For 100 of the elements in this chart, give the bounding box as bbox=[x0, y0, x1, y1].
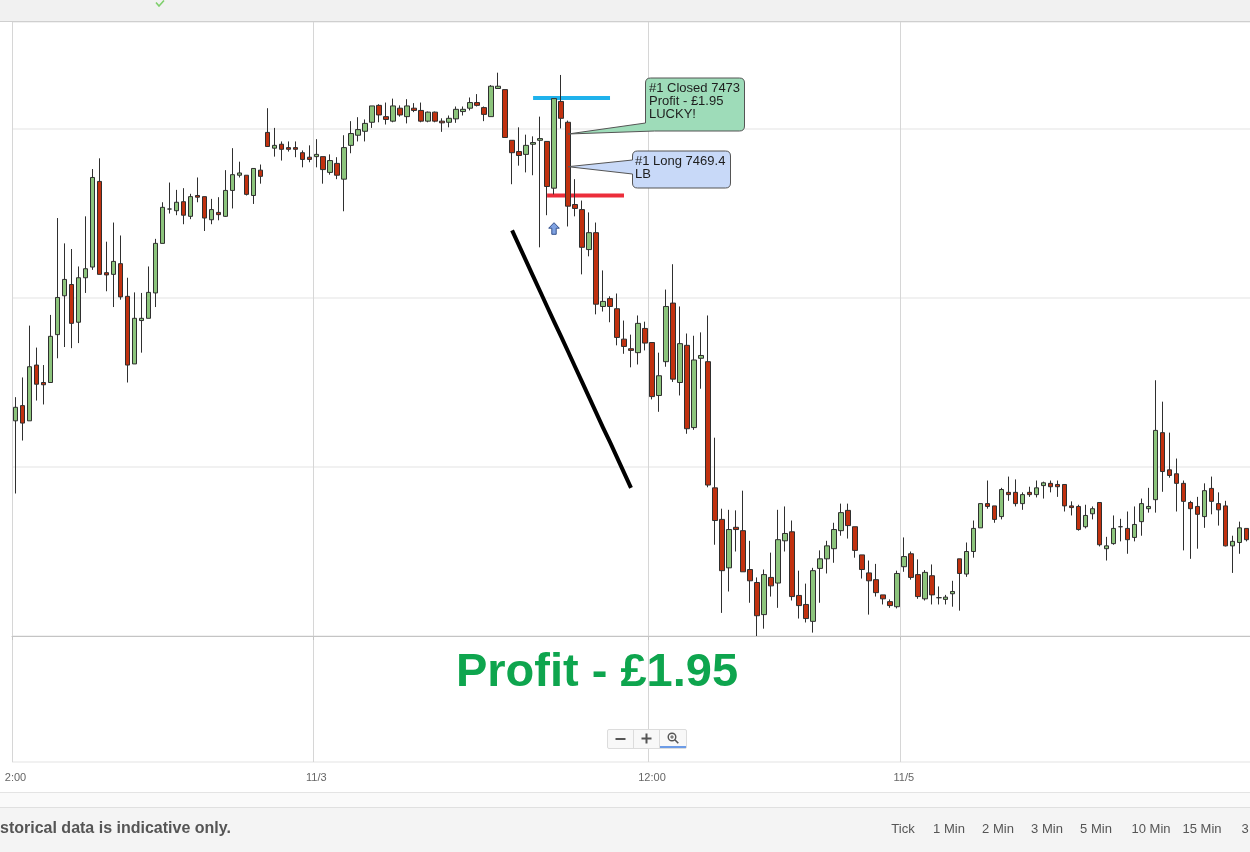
text: 2 Min bbox=[982, 821, 1014, 836]
candlestick bbox=[1244, 527, 1249, 542]
candlestick bbox=[293, 140, 298, 158]
candlestick bbox=[985, 480, 990, 510]
candlestick bbox=[971, 520, 976, 559]
text: 15 Min bbox=[1182, 821, 1222, 836]
candlestick bbox=[244, 174, 249, 196]
candlestick bbox=[90, 168, 95, 271]
candlestick bbox=[48, 314, 53, 384]
candlestick bbox=[1139, 498, 1144, 537]
candlestick bbox=[1202, 482, 1207, 529]
candlestick bbox=[1181, 480, 1186, 551]
candlestick bbox=[1041, 481, 1046, 500]
candlestick bbox=[537, 116, 543, 248]
candlestick bbox=[1118, 518, 1123, 542]
candlestick bbox=[999, 487, 1004, 520]
text: Tick bbox=[891, 821, 915, 836]
candlestick bbox=[992, 505, 997, 524]
candlestick bbox=[132, 291, 137, 365]
candlestick bbox=[13, 396, 18, 494]
candlestick bbox=[153, 238, 158, 308]
x-tick-label: 11/3 bbox=[305, 770, 327, 783]
candlestick bbox=[251, 167, 256, 205]
candlestick bbox=[698, 331, 704, 390]
candlestick bbox=[978, 503, 983, 529]
candlestick bbox=[1132, 505, 1137, 542]
candlestick bbox=[55, 217, 60, 359]
candlestick bbox=[258, 164, 263, 185]
candlestick bbox=[1083, 504, 1088, 529]
annotation: #1 Long 7469.4 LB bbox=[635, 153, 726, 181]
x-tick-label: 2:00 bbox=[4, 770, 27, 783]
candlestick bbox=[1237, 521, 1242, 555]
candlestick bbox=[1111, 514, 1116, 546]
candlestick bbox=[181, 187, 186, 225]
text: 5 Min bbox=[1080, 821, 1112, 836]
candlestick bbox=[1216, 491, 1221, 527]
candlestick bbox=[1020, 491, 1025, 511]
candlestick bbox=[146, 265, 151, 319]
candlestick bbox=[62, 242, 67, 348]
candlestick bbox=[1153, 379, 1158, 514]
candlestick bbox=[1055, 480, 1060, 498]
candlestick bbox=[174, 189, 179, 216]
candlestick bbox=[1160, 401, 1165, 493]
candlestick bbox=[1104, 536, 1109, 562]
candlestick bbox=[1195, 496, 1200, 550]
candlestick bbox=[1125, 511, 1130, 555]
candlestick bbox=[964, 541, 969, 578]
text: 3 Min bbox=[1031, 821, 1063, 836]
candlestick bbox=[76, 265, 81, 344]
candlestick bbox=[957, 558, 962, 612]
candlestick bbox=[69, 248, 74, 349]
candlestick bbox=[202, 196, 207, 232]
candlestick bbox=[167, 182, 172, 215]
candlestick bbox=[614, 293, 620, 346]
candlestick bbox=[97, 157, 102, 275]
candlestick bbox=[1048, 480, 1053, 493]
candlestick bbox=[83, 215, 88, 294]
text: storical data is indicative only. bbox=[0, 819, 231, 837]
candlestick bbox=[1034, 480, 1039, 498]
candlestick bbox=[859, 554, 865, 580]
candlestick bbox=[34, 347, 39, 402]
x-tick-label: 11/5 bbox=[893, 770, 915, 783]
candlestick bbox=[160, 201, 165, 244]
candlestick bbox=[880, 594, 886, 605]
candlestick bbox=[139, 292, 144, 354]
candlestick bbox=[216, 196, 221, 221]
x-tick-label: 12:00 bbox=[638, 770, 666, 783]
candlestick bbox=[1069, 500, 1074, 516]
candlestick bbox=[1006, 476, 1011, 502]
candlestick bbox=[20, 376, 25, 442]
candlestick bbox=[300, 149, 305, 168]
candlestick bbox=[237, 161, 242, 178]
candlestick bbox=[111, 222, 116, 308]
candlestick bbox=[950, 580, 955, 608]
candlestick bbox=[1146, 487, 1151, 514]
candlestick bbox=[41, 364, 46, 405]
candlestick bbox=[1209, 476, 1214, 515]
candlestick bbox=[502, 89, 508, 138]
candlestick bbox=[705, 314, 711, 488]
candlestick bbox=[279, 140, 284, 162]
candlestick bbox=[530, 135, 536, 176]
candlestick bbox=[1013, 478, 1018, 507]
candlestick bbox=[1174, 458, 1179, 513]
candlestick bbox=[621, 320, 627, 355]
candlestick bbox=[1097, 502, 1102, 547]
candlestick bbox=[1230, 535, 1235, 574]
candlestick bbox=[286, 140, 291, 153]
candlestick bbox=[1027, 486, 1032, 498]
candlestick bbox=[1090, 505, 1095, 520]
text: 10 Min bbox=[1131, 821, 1171, 836]
candlestick bbox=[104, 241, 109, 292]
candlestick bbox=[125, 277, 130, 384]
candlestick bbox=[265, 107, 270, 147]
candlestick bbox=[230, 147, 235, 209]
candlestick bbox=[27, 325, 32, 422]
candlestick bbox=[195, 176, 200, 203]
text: 1 Min bbox=[933, 821, 965, 836]
annotation: #1 Closed 7473 Profit - £1.95 LUCKY! bbox=[649, 80, 741, 121]
candlestick bbox=[272, 127, 277, 158]
candlestick bbox=[209, 198, 214, 225]
